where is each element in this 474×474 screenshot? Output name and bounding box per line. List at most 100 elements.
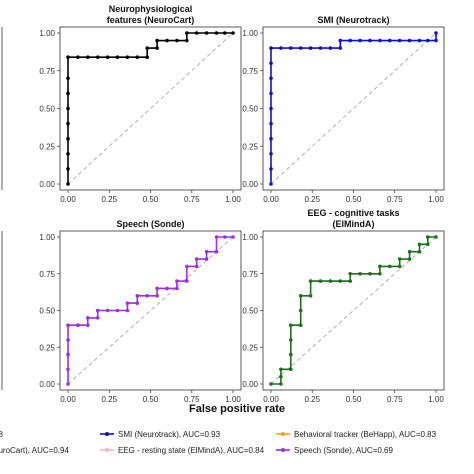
roc-point (145, 55, 149, 59)
roc-point (298, 308, 303, 313)
legend-swatch-marker (281, 448, 285, 452)
roc-point (105, 308, 110, 313)
x-tick-label: 0.00 (263, 395, 279, 404)
y-tick-label: 0.00 (39, 380, 55, 389)
roc-point (407, 38, 412, 43)
x-tick-label: 0.25 (304, 395, 320, 404)
panel-frame (262, 26, 445, 191)
roc-point (95, 55, 100, 59)
roc-point (368, 271, 372, 276)
x-tick-label: 1.00 (428, 395, 444, 404)
roc-point (185, 279, 189, 283)
y-tick-label: 1.00 (242, 29, 258, 38)
y-tick-label: 0.50 (242, 105, 258, 114)
roc-point (425, 242, 430, 247)
roc-point (66, 76, 70, 81)
roc-point (358, 38, 362, 43)
roc-point (338, 46, 343, 50)
panel-frame (59, 26, 242, 191)
roc-point (66, 121, 70, 126)
x-tick-label: 0.50 (143, 395, 159, 404)
y-tick-label: 0.50 (39, 307, 55, 316)
legend-label: euroCart), AUC=0.94 (0, 446, 69, 455)
x-tick-label: 0.75 (387, 395, 403, 404)
panel-title: EEG - cognitive tasks (307, 208, 399, 218)
roc-point (125, 301, 130, 305)
roc-point (115, 55, 120, 59)
roc-point (318, 279, 323, 283)
panel-smi: 0.00 0.25 0.50 0.75 1.00 0.00 0.25 0.50 0.75 1.00… (242, 15, 445, 204)
x-tick-label: 0.25 (101, 195, 117, 204)
panel-title: (ElMindA) (333, 219, 375, 229)
legend-label: SMI (Neurotrack), AUC=0.93 (118, 430, 221, 439)
roc-point (66, 323, 70, 328)
roc-point (388, 38, 392, 43)
x-axis-title: False positive rate (189, 403, 285, 415)
roc-point (407, 257, 412, 261)
legend-swatch-marker (105, 448, 109, 452)
y-tick-label: 1.00 (39, 233, 55, 242)
y-tick-label: 1.00 (39, 29, 55, 38)
roc-point (145, 46, 149, 50)
roc-point (308, 279, 313, 283)
y-tick-label: 0.75 (39, 270, 55, 279)
roc-point (269, 46, 273, 50)
panel-speech: 0.00 0.25 0.50 0.75 1.00 0.00 0.25 0.50 0.75 1.00… (39, 219, 242, 404)
roc-point (298, 323, 303, 328)
roc-point (338, 38, 343, 43)
roc-point (66, 338, 70, 342)
legend-label: Speech (Sonde), AUC=0.69 (294, 446, 394, 455)
x-tick-label: 0.00 (263, 195, 279, 204)
roc-point (135, 301, 140, 305)
roc-point (279, 382, 283, 386)
y-tick-label: 0.75 (39, 67, 55, 76)
legend-item: euroCart), AUC=0.94 (0, 446, 69, 455)
roc-point (135, 55, 140, 59)
roc-point (298, 294, 303, 298)
roc-point (434, 31, 438, 35)
roc-point (298, 46, 303, 50)
roc-point (194, 31, 199, 35)
roc-point (417, 249, 422, 254)
roc-point (204, 31, 209, 35)
roc-point (434, 235, 438, 239)
y-tick-label: 0.25 (242, 343, 258, 352)
reference-diagonal (270, 236, 437, 385)
roc-point (269, 121, 273, 126)
x-tick-label: 1.00 (225, 395, 241, 404)
x-tick-label: 0.50 (346, 195, 362, 204)
reference-diagonal (67, 236, 234, 385)
roc-point (155, 286, 159, 291)
y-tick-label: 0.50 (39, 105, 55, 114)
y-tick-label: 0.75 (242, 270, 258, 279)
y-tick-label: 1.00 (242, 233, 258, 242)
roc-point (175, 286, 179, 291)
roc-point (231, 235, 235, 239)
roc-point (66, 367, 70, 372)
roc-point (318, 46, 323, 50)
roc-point (175, 38, 179, 43)
roc-point (269, 91, 273, 96)
roc-point (214, 249, 219, 254)
roc-point (269, 182, 273, 186)
x-tick-label: 0.25 (101, 395, 117, 404)
roc-point (185, 264, 189, 269)
y-tick-label: 0.00 (242, 180, 258, 189)
roc-point (76, 323, 80, 328)
roc-point (214, 235, 219, 239)
roc-point (66, 352, 70, 357)
roc-point (66, 106, 70, 111)
roc-point (269, 136, 273, 141)
roc-point (269, 382, 273, 386)
roc-point (289, 323, 293, 328)
roc-point (86, 55, 90, 59)
roc-point (175, 279, 179, 283)
roc-point (165, 286, 169, 291)
roc-point (407, 249, 412, 254)
roc-point (279, 367, 283, 372)
roc-point (328, 279, 333, 283)
roc-point (125, 55, 130, 59)
panel-title: Neurophysiological (109, 4, 193, 14)
roc-point (185, 38, 189, 43)
